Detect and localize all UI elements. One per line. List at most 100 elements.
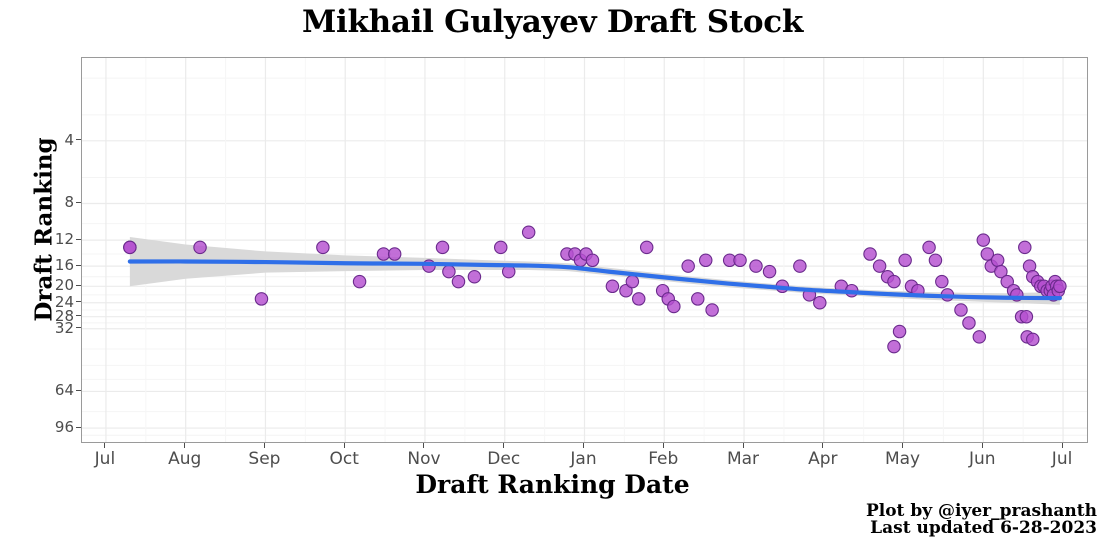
- y-tick-label: 28: [54, 306, 74, 325]
- data-point: [733, 253, 747, 268]
- data-point: [1000, 274, 1014, 289]
- data-point: [954, 303, 968, 317]
- data-point: [898, 253, 912, 268]
- y-tick-mark: [76, 327, 81, 329]
- data-point: [892, 324, 907, 339]
- x-tick-label: Oct: [329, 449, 359, 469]
- data-point: [887, 339, 901, 354]
- data-point: [352, 274, 367, 289]
- y-tick-mark: [76, 264, 81, 266]
- data-point: [435, 240, 450, 255]
- x-tick-label: Feb: [648, 449, 679, 469]
- data-point: [990, 253, 1005, 268]
- data-point: [605, 279, 620, 294]
- x-tick-mark: [822, 443, 824, 448]
- data-point: [972, 330, 987, 344]
- data-point: [1053, 279, 1067, 294]
- y-tick-label: 4: [64, 130, 74, 149]
- x-tick-label: Nov: [407, 449, 441, 469]
- data-point: [521, 225, 536, 240]
- y-tick-label: 16: [54, 256, 74, 275]
- x-tick-label: Apr: [808, 449, 838, 469]
- x-tick-mark: [104, 443, 106, 448]
- data-point: [749, 259, 763, 273]
- x-tick-mark: [742, 443, 744, 448]
- data-point: [493, 240, 508, 255]
- y-tick-label: 64: [54, 381, 74, 400]
- y-tick-label: 12: [54, 230, 74, 249]
- data-point: [813, 296, 827, 310]
- caption-updated: Last updated 6-28-2023: [870, 518, 1097, 538]
- data-point: [639, 240, 654, 255]
- caption-author: Plot by @iyer_prashanth: [865, 501, 1097, 521]
- plot-caption: Plot by @iyer_prashanth Last updated 6-2…: [866, 503, 1097, 537]
- x-tick-mark: [263, 443, 265, 448]
- x-axis-title: Draft Ranking Date: [415, 470, 690, 499]
- x-tick-label: Dec: [487, 449, 521, 469]
- y-tick-mark: [76, 315, 81, 317]
- x-tick-label: Jul: [1051, 449, 1073, 469]
- data-point: [667, 299, 681, 314]
- x-tick-label: May: [884, 449, 921, 469]
- data-point: [922, 240, 936, 255]
- data-point: [1026, 332, 1040, 347]
- y-tick-label: 24: [54, 292, 74, 311]
- x-tick-mark: [1061, 443, 1063, 448]
- x-tick-label: Mar: [726, 449, 760, 469]
- x-tick-mark: [662, 443, 664, 448]
- data-point: [681, 259, 695, 273]
- plot-panel: [81, 57, 1088, 443]
- x-tick-mark: [423, 443, 425, 448]
- data-point: [705, 303, 719, 317]
- x-tick-label: Jul: [94, 449, 116, 469]
- data-point: [193, 240, 207, 255]
- data-point: [935, 274, 949, 289]
- x-tick-mark: [343, 443, 345, 448]
- x-tick-mark: [583, 443, 584, 448]
- data-point: [467, 270, 482, 284]
- data-point: [980, 247, 995, 261]
- data-point: [976, 233, 991, 247]
- data-point: [387, 247, 402, 261]
- data-point: [994, 264, 1008, 279]
- y-tick-mark: [76, 426, 81, 428]
- y-tick-mark: [76, 301, 81, 303]
- y-tick-mark: [76, 201, 81, 203]
- y-tick-label: 32: [54, 318, 74, 337]
- data-point: [376, 247, 391, 261]
- data-point: [762, 264, 777, 279]
- data-point: [691, 292, 705, 306]
- data-point: [254, 292, 269, 306]
- y-tick-mark: [76, 238, 81, 240]
- data-point: [872, 259, 887, 273]
- x-tick-label: Aug: [168, 449, 202, 469]
- x-tick-mark: [503, 443, 505, 448]
- data-point: [962, 316, 976, 330]
- x-tick-mark: [981, 443, 983, 448]
- data-point: [625, 274, 640, 289]
- data-point: [1018, 240, 1032, 255]
- data-point: [619, 283, 633, 298]
- data-point: [928, 253, 943, 268]
- x-tick-label: Jun: [969, 449, 996, 469]
- trend-line: [127, 259, 1062, 301]
- data-point: [451, 274, 466, 289]
- y-tick-mark: [76, 139, 81, 141]
- data-point: [887, 274, 901, 289]
- x-tick-label: Sep: [248, 449, 281, 469]
- x-tick-label: Jan: [570, 449, 597, 469]
- data-point: [1019, 309, 1034, 324]
- y-tick-label: 20: [54, 276, 74, 295]
- x-tick-mark: [184, 443, 186, 448]
- y-tick-mark: [76, 389, 81, 391]
- data-point: [585, 253, 600, 268]
- scatter-plot-svg: [82, 58, 1087, 442]
- data-point: [442, 264, 456, 279]
- data-point: [698, 253, 713, 268]
- data-point: [631, 292, 646, 306]
- y-tick-label: 96: [54, 418, 74, 437]
- data-point: [316, 240, 330, 255]
- data-point: [123, 240, 137, 255]
- y-tick-label: 8: [64, 193, 74, 212]
